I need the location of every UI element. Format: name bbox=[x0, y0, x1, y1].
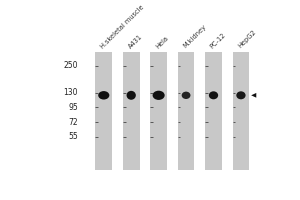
Bar bbox=[205, 52, 222, 170]
Ellipse shape bbox=[182, 92, 190, 99]
Text: 250: 250 bbox=[64, 61, 78, 70]
Bar bbox=[178, 52, 194, 170]
Bar bbox=[123, 52, 140, 170]
Bar bbox=[232, 52, 249, 170]
Text: 72: 72 bbox=[69, 118, 78, 127]
Bar bbox=[95, 52, 112, 170]
Bar bbox=[150, 52, 167, 170]
Ellipse shape bbox=[127, 91, 136, 100]
Text: 130: 130 bbox=[64, 88, 78, 97]
Ellipse shape bbox=[98, 91, 109, 100]
Text: 55: 55 bbox=[68, 132, 78, 141]
Ellipse shape bbox=[209, 91, 218, 99]
Ellipse shape bbox=[236, 91, 246, 99]
Text: PC-12: PC-12 bbox=[209, 31, 227, 49]
Text: A431: A431 bbox=[127, 33, 143, 49]
Text: H.skeletal muscle: H.skeletal muscle bbox=[100, 4, 145, 49]
Polygon shape bbox=[251, 93, 256, 98]
Ellipse shape bbox=[153, 91, 165, 100]
Text: 95: 95 bbox=[68, 103, 78, 112]
Text: HepG2: HepG2 bbox=[237, 29, 257, 49]
Text: Hela: Hela bbox=[154, 35, 169, 49]
Text: M.kidney: M.kidney bbox=[182, 24, 207, 49]
